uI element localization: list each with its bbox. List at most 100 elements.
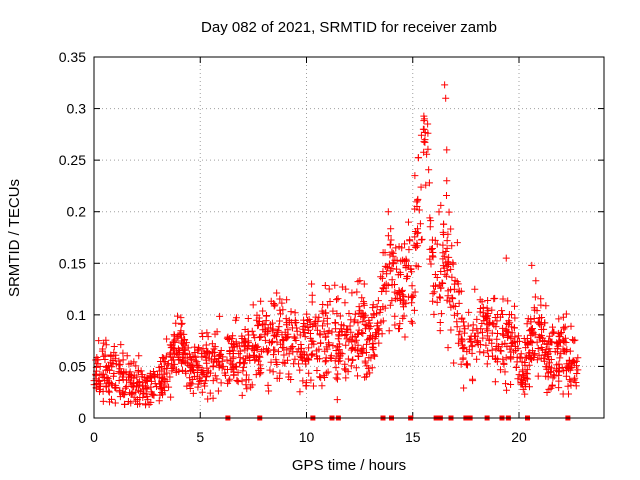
data-point — [198, 350, 206, 358]
data-point — [157, 357, 165, 365]
data-point — [455, 287, 463, 295]
data-point — [441, 81, 449, 89]
data-point — [352, 336, 360, 344]
data-point — [195, 375, 203, 383]
data-point — [176, 356, 184, 364]
data-point — [159, 391, 167, 399]
data-point — [209, 362, 217, 370]
data-point — [479, 312, 487, 320]
data-point — [559, 313, 567, 321]
data-point — [537, 295, 545, 303]
data-point — [340, 322, 348, 330]
data-point — [174, 345, 182, 353]
data-point — [229, 332, 237, 340]
data-point — [512, 364, 520, 372]
data-point — [303, 310, 311, 318]
data-point — [358, 294, 366, 302]
data-point — [387, 236, 395, 244]
data-point — [275, 374, 283, 382]
data-point — [365, 325, 373, 333]
data-point — [545, 363, 553, 371]
data-point — [273, 289, 281, 297]
data-point — [430, 310, 438, 318]
data-point — [362, 373, 370, 381]
data-point — [549, 323, 557, 331]
data-point — [95, 337, 103, 345]
data-point — [277, 310, 285, 318]
data-point — [437, 310, 445, 318]
data-point — [192, 358, 200, 366]
data-point — [302, 379, 310, 387]
data-point — [429, 297, 437, 305]
data-point — [506, 354, 514, 362]
data-points — [90, 81, 582, 409]
data-point — [488, 329, 496, 337]
data-point — [238, 377, 246, 385]
data-point — [468, 349, 476, 357]
data-point — [270, 332, 278, 340]
data-point — [443, 244, 451, 252]
data-point — [160, 370, 168, 378]
data-point — [342, 374, 350, 382]
data-point — [436, 281, 444, 289]
data-point — [274, 348, 282, 356]
data-point — [570, 376, 578, 384]
data-point — [178, 319, 186, 327]
data-point — [248, 381, 256, 389]
data-point — [362, 348, 370, 356]
data-point — [324, 368, 332, 376]
data-point — [332, 319, 340, 327]
data-point — [333, 396, 341, 404]
data-point — [403, 275, 411, 283]
data-point — [562, 372, 570, 380]
data-point — [284, 333, 292, 341]
plot-frame — [93, 56, 605, 419]
data-point — [468, 375, 476, 383]
data-point — [474, 329, 482, 337]
data-point — [225, 377, 233, 385]
data-point — [571, 374, 579, 382]
data-point — [198, 388, 206, 396]
data-point — [253, 346, 261, 354]
data-point — [353, 288, 361, 296]
data-point — [163, 335, 171, 343]
data-point — [428, 236, 436, 244]
data-point — [120, 391, 128, 399]
data-point — [181, 349, 189, 357]
data-point — [316, 355, 324, 363]
data-point — [356, 277, 364, 285]
data-point — [471, 332, 479, 340]
data-point — [449, 295, 457, 303]
data-point — [191, 372, 199, 380]
data-point — [501, 368, 509, 376]
data-point — [251, 356, 259, 364]
data-point — [411, 172, 419, 180]
data-point — [387, 225, 395, 233]
data-point — [440, 220, 448, 228]
data-point — [395, 243, 403, 251]
data-point — [396, 268, 404, 276]
data-point — [389, 249, 397, 257]
data-point — [426, 255, 434, 263]
data-point — [460, 343, 468, 351]
data-point — [291, 309, 299, 317]
data-point — [206, 369, 214, 377]
data-point — [391, 256, 399, 264]
data-point — [546, 332, 554, 340]
data-point — [385, 260, 393, 268]
data-point — [402, 263, 410, 271]
data-point — [255, 352, 263, 360]
data-point — [143, 377, 151, 385]
data-point — [287, 375, 295, 383]
data-point — [270, 346, 278, 354]
data-point — [243, 352, 251, 360]
data-point — [100, 352, 108, 360]
data-point — [514, 375, 522, 383]
data-point — [570, 337, 578, 345]
data-point — [200, 370, 208, 378]
data-point — [174, 312, 182, 320]
data-point — [136, 381, 144, 389]
data-point — [449, 302, 457, 310]
data-point — [324, 301, 332, 309]
data-point — [459, 344, 467, 352]
